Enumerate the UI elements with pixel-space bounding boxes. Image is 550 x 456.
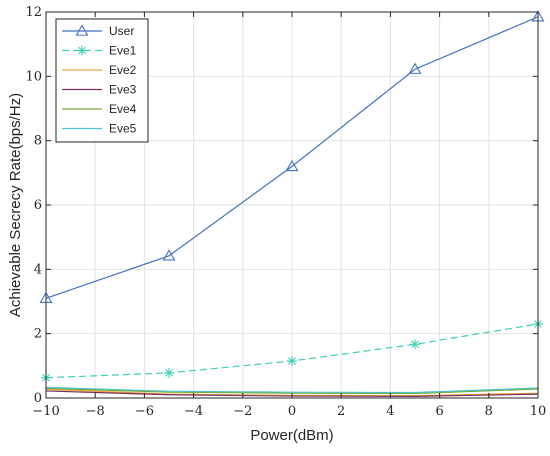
legend-label: Eve5 (109, 122, 137, 136)
x-tick-label: −2 (233, 404, 252, 419)
y-tick-label: 2 (34, 327, 42, 342)
legend-label: User (109, 24, 134, 38)
x-tick-label: 10 (530, 404, 547, 419)
y-tick-label: 10 (25, 69, 42, 84)
series-line (45, 16, 539, 299)
data-point-marker (162, 249, 176, 261)
legend-label: Eve2 (109, 63, 137, 77)
y-tick-label: 0 (34, 391, 42, 406)
data-point-marker (75, 24, 89, 36)
y-axis-label: Achievable Secrecy Rate(bps/Hz) (7, 93, 24, 317)
x-tick-label: 2 (337, 404, 345, 419)
y-tick-label: 8 (34, 134, 42, 149)
x-tick-label: 4 (386, 404, 394, 419)
x-tick-label: −8 (86, 404, 105, 419)
y-tick-label: 4 (34, 262, 42, 277)
x-tick-label: 6 (435, 404, 443, 419)
data-point-marker (164, 367, 174, 378)
legend-entry-eve3: Eve3 (62, 83, 137, 97)
series-line (45, 386, 539, 394)
x-tick-label: −4 (184, 404, 203, 419)
series-eve1 (41, 319, 543, 383)
ticks: −10 −8 −6 −4 −2 0 2 4 6 8 10 0 2 4 6 8 10 12 (25, 5, 546, 419)
legend-box (55, 18, 149, 143)
legend-label: Eve3 (109, 83, 137, 97)
data-point-marker (77, 45, 87, 56)
legend: User Eve1 Eve2 Eve3 Eve4 Eve5 (55, 18, 149, 143)
data-point-marker (410, 339, 420, 350)
y-tick-label: 6 (34, 198, 42, 213)
data-point-marker (408, 62, 422, 74)
legend-entry-eve2: Eve2 (62, 63, 137, 77)
legend-entry-eve4: Eve4 (62, 102, 137, 116)
y-tick-label: 12 (25, 5, 42, 20)
x-tick-label: −6 (135, 404, 154, 419)
legend-entry-user: User (62, 24, 134, 38)
x-tick-label: 0 (288, 404, 296, 419)
series-eve5 (45, 386, 539, 394)
x-tick-label: 8 (485, 404, 493, 419)
data-point-marker (287, 356, 297, 367)
legend-label: Eve1 (109, 44, 137, 58)
legend-entry-eve1: Eve1 (62, 44, 137, 58)
legend-label: Eve4 (109, 102, 137, 116)
x-tick-label: −10 (32, 404, 59, 419)
data-point-marker (285, 159, 299, 172)
legend-entry-eve5: Eve5 (62, 122, 137, 136)
x-axis-label: Power(dBm) (250, 427, 333, 444)
